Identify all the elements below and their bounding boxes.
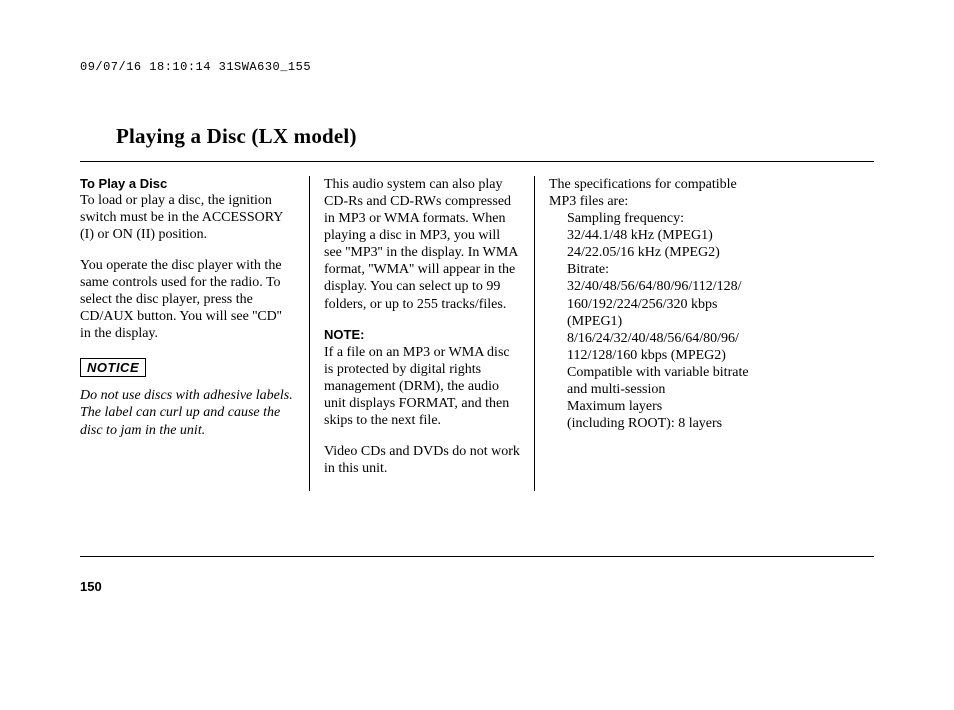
spec-line: Maximum layers — [567, 398, 751, 415]
spec-line: 8/16/24/32/40/48/56/64/80/96/ — [567, 330, 751, 347]
title-rule — [80, 161, 874, 162]
note-label: NOTE: — [324, 327, 364, 342]
col2-p1: This audio system can also play CD-Rs an… — [324, 176, 520, 313]
col2-p3: Video CDs and DVDs do not work in this u… — [324, 443, 520, 477]
specs-list: Sampling frequency: 32/44.1/48 kHz (MPEG… — [549, 210, 751, 432]
header-timestamp: 09/07/16 18:10:14 31SWA630_155 — [80, 60, 874, 74]
spec-line: 160/192/224/256/320 kbps — [567, 296, 751, 313]
to-play-heading: To Play a Disc — [80, 176, 295, 192]
spec-line: Bitrate: — [567, 261, 751, 278]
col1-p1-text: To load or play a disc, the ignition swi… — [80, 193, 283, 242]
col3-intro: The specifications for compatible MP3 fi… — [549, 176, 751, 210]
spec-line: Compatible with variable bitrate and mul… — [567, 364, 751, 398]
col2-note: NOTE: If a file on an MP3 or WMA disc is… — [324, 327, 520, 429]
col1-p1: To Play a DiscTo load or play a disc, th… — [80, 176, 295, 243]
spec-line: 32/40/48/56/64/80/96/112/128/ — [567, 278, 751, 295]
spec-line: (including ROOT): 8 layers — [567, 415, 751, 432]
spec-line: 32/44.1/48 kHz (MPEG1) — [567, 227, 751, 244]
spec-line: 24/22.05/16 kHz (MPEG2) — [567, 244, 751, 261]
columns-container: To Play a DiscTo load or play a disc, th… — [80, 176, 874, 491]
spec-line: 112/128/160 kbps (MPEG2) — [567, 347, 751, 364]
col2-p2: If a file on an MP3 or WMA disc is prote… — [324, 345, 510, 428]
col1-notice-text: Do not use discs with adhesive labels. T… — [80, 387, 295, 438]
column-3: The specifications for compatible MP3 fi… — [535, 176, 765, 491]
spec-line: Sampling frequency: — [567, 210, 751, 227]
bottom-rule — [80, 556, 874, 557]
page-container: 09/07/16 18:10:14 31SWA630_155 Playing a… — [0, 0, 954, 710]
column-2: This audio system can also play CD-Rs an… — [310, 176, 535, 491]
column-1: To Play a DiscTo load or play a disc, th… — [80, 176, 310, 491]
col1-p2: You operate the disc player with the sam… — [80, 257, 295, 342]
content-block: To Play a DiscTo load or play a disc, th… — [80, 176, 874, 556]
page-number: 150 — [80, 579, 874, 594]
notice-box: NOTICE — [80, 358, 146, 377]
page-title: Playing a Disc (LX model) — [116, 124, 874, 149]
spec-line: (MPEG1) — [567, 313, 751, 330]
